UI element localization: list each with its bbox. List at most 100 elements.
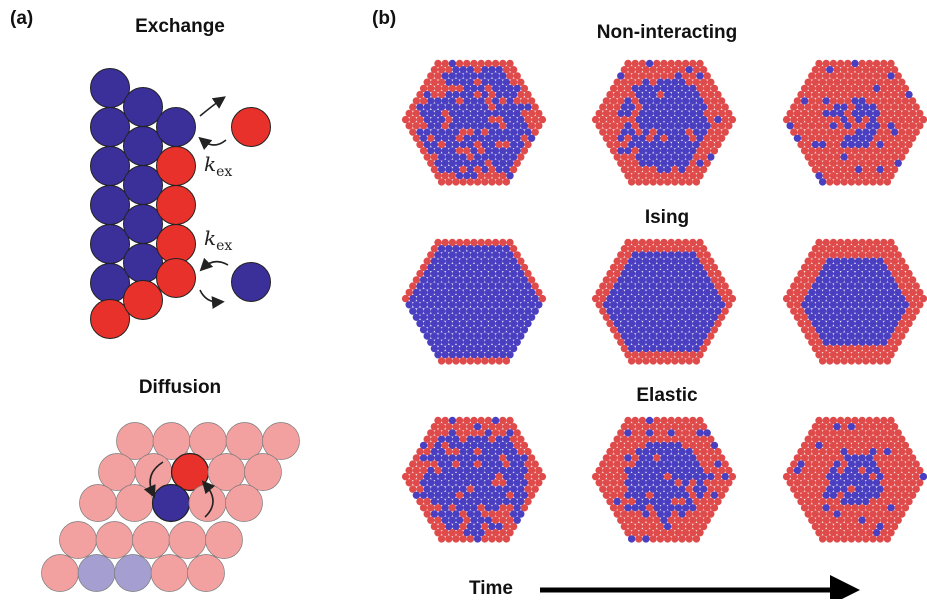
exchange-arrow-out: [199, 289, 225, 309]
red-atom: [613, 115, 621, 124]
blue-atom: [448, 263, 457, 272]
blue-atom: [653, 313, 661, 321]
blue-atom: [495, 257, 503, 265]
blue-atom: [466, 460, 475, 468]
red-atom: [721, 485, 729, 493]
blue-atom: [865, 466, 874, 475]
blue-atom: [642, 128, 650, 136]
red-atom: [901, 466, 910, 475]
red-atom: [484, 172, 493, 180]
red-atom: [894, 454, 902, 462]
red-atom: [703, 263, 711, 272]
red-atom: [858, 504, 866, 512]
blue-atom: [851, 301, 859, 309]
blue-atom: [829, 491, 838, 499]
red-atom: [631, 159, 639, 167]
blue-atom: [872, 122, 881, 130]
blue-atom: [609, 301, 618, 309]
blue-atom: [869, 447, 877, 456]
blue-atom: [484, 301, 493, 309]
red-atom: [416, 115, 424, 124]
blue-atom: [473, 245, 482, 253]
red-atom: [790, 294, 798, 303]
red-atom: [631, 416, 639, 425]
red-atom: [714, 140, 722, 149]
blue-atom: [840, 319, 848, 328]
blue-atom: [502, 319, 511, 328]
red-atom: [692, 435, 701, 443]
red-atom: [725, 466, 733, 475]
blue-atom: [635, 497, 643, 506]
red-atom: [707, 497, 715, 506]
red-atom: [890, 90, 899, 99]
red-atom: [844, 238, 852, 247]
red-atom: [797, 140, 805, 149]
blue-atom: [502, 245, 511, 253]
red-atom: [502, 178, 511, 186]
red-atom: [674, 59, 683, 68]
red-atom: [692, 66, 701, 74]
blue-atom: [459, 460, 467, 468]
blue-atom: [473, 115, 482, 124]
blue-atom: [671, 332, 679, 340]
blue-atom: [491, 159, 500, 167]
blue-atom: [520, 313, 529, 321]
blue-atom: [470, 516, 478, 524]
time-label: Time: [469, 578, 514, 599]
red-atom: [488, 115, 496, 124]
blue-atom: [448, 338, 457, 346]
red-atom: [908, 313, 917, 321]
red-atom: [883, 78, 892, 86]
red-atom: [844, 251, 852, 259]
blue-atom: [481, 115, 489, 124]
blue-atom: [470, 134, 478, 142]
red-atom: [919, 294, 927, 303]
red-atom: [908, 301, 917, 309]
blue-atom: [459, 319, 467, 328]
blue-atom: [656, 78, 665, 86]
red-atom: [689, 59, 697, 68]
blue-atom: [470, 479, 478, 487]
blue-atom: [689, 109, 697, 118]
blue-atom: [660, 454, 668, 462]
blue-atom: [517, 140, 525, 149]
red-atom: [491, 59, 500, 68]
blue-atom: [620, 282, 629, 290]
red-atom: [898, 510, 906, 518]
red-atom: [869, 535, 877, 543]
red-atom: [401, 115, 410, 124]
red-atom: [667, 72, 675, 80]
blue-atom: [506, 122, 514, 130]
blue-atom: [685, 294, 693, 303]
red-atom: [901, 122, 910, 130]
blue-atom: [851, 263, 859, 272]
red-atom: [836, 122, 845, 130]
blue-atom: [822, 97, 830, 105]
red-atom: [887, 516, 895, 524]
blue-atom: [894, 313, 902, 321]
red-atom: [858, 147, 866, 155]
blue-atom: [645, 441, 654, 450]
blue-atom: [495, 66, 503, 74]
blue-atom: [876, 165, 884, 174]
blue-atom: [452, 332, 460, 340]
blue-atom: [445, 269, 453, 278]
red-atom: [883, 510, 892, 518]
blue-atom: [627, 485, 636, 493]
red-atom: [419, 84, 428, 93]
red-atom: [865, 72, 874, 80]
red-atom: [836, 416, 845, 425]
red-atom: [854, 178, 863, 186]
blue-atom: [671, 140, 679, 149]
blue-atom: [869, 103, 877, 111]
red-atom: [829, 416, 838, 425]
blue-atom: [459, 447, 467, 456]
blue-atom: [653, 159, 661, 167]
red-atom: [901, 454, 910, 462]
blue-atom: [865, 326, 874, 334]
red-atom: [808, 326, 816, 334]
blue-atom: [466, 245, 475, 253]
blue-atom: [851, 313, 859, 321]
blue-atom: [445, 510, 453, 518]
red-atom: [452, 178, 460, 186]
